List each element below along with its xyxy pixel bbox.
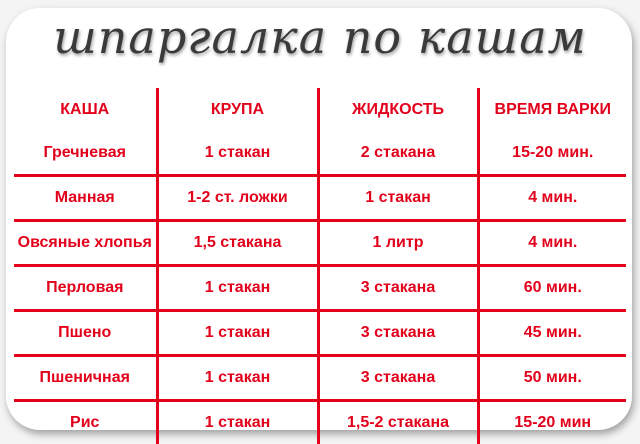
table-cell: 2 стакана: [318, 132, 478, 176]
table-cell: 1 литр: [318, 221, 478, 266]
header-cell: ВРЕМЯ ВАРКИ: [478, 88, 626, 132]
table-cell: 60 мин.: [478, 266, 626, 311]
porridge-table: КАША КРУПА ЖИДКОСТЬ ВРЕМЯ ВАРКИ Гречнева…: [14, 88, 626, 444]
table-cell: 50 мин.: [478, 356, 626, 401]
table-cell: Овсяные хлопья: [14, 221, 157, 266]
header-cell: КАША: [14, 88, 157, 132]
table-cell: 4 мин.: [478, 221, 626, 266]
table-cell: 45 мин.: [478, 311, 626, 356]
table-cell: 1 стакан: [157, 132, 318, 176]
table-cell: 1-2 ст. ложки: [157, 176, 318, 221]
table-cell: 1 стакан: [318, 176, 478, 221]
table-cell: 3 стакана: [318, 311, 478, 356]
table-cell: 1,5-2 стакана: [318, 401, 478, 444]
header-cell: КРУПА: [157, 88, 318, 132]
table-cell: 15-20 мин: [478, 401, 626, 444]
page-title: шпаргалка по кашам: [0, 10, 640, 64]
table-cell: 3 стакана: [318, 266, 478, 311]
table-cell: Гречневая: [14, 132, 157, 176]
table-cell: Рис: [14, 401, 157, 444]
header-row: КАША КРУПА ЖИДКОСТЬ ВРЕМЯ ВАРКИ: [14, 88, 626, 132]
table-cell: Манная: [14, 176, 157, 221]
table-cell: 1 стакан: [157, 266, 318, 311]
table-cell: 1 стакан: [157, 311, 318, 356]
header-cell: ЖИДКОСТЬ: [318, 88, 478, 132]
table-cell: Пшеничная: [14, 356, 157, 401]
table-cell: Пшено: [14, 311, 157, 356]
table-cell: 1,5 стакана: [157, 221, 318, 266]
table-cell: Перловая: [14, 266, 157, 311]
table-cell: 1 стакан: [157, 401, 318, 444]
table-cell: 4 мин.: [478, 176, 626, 221]
table-cell: 1 стакан: [157, 356, 318, 401]
table-cell: 3 стакана: [318, 356, 478, 401]
table-cell: 15-20 мин.: [478, 132, 626, 176]
